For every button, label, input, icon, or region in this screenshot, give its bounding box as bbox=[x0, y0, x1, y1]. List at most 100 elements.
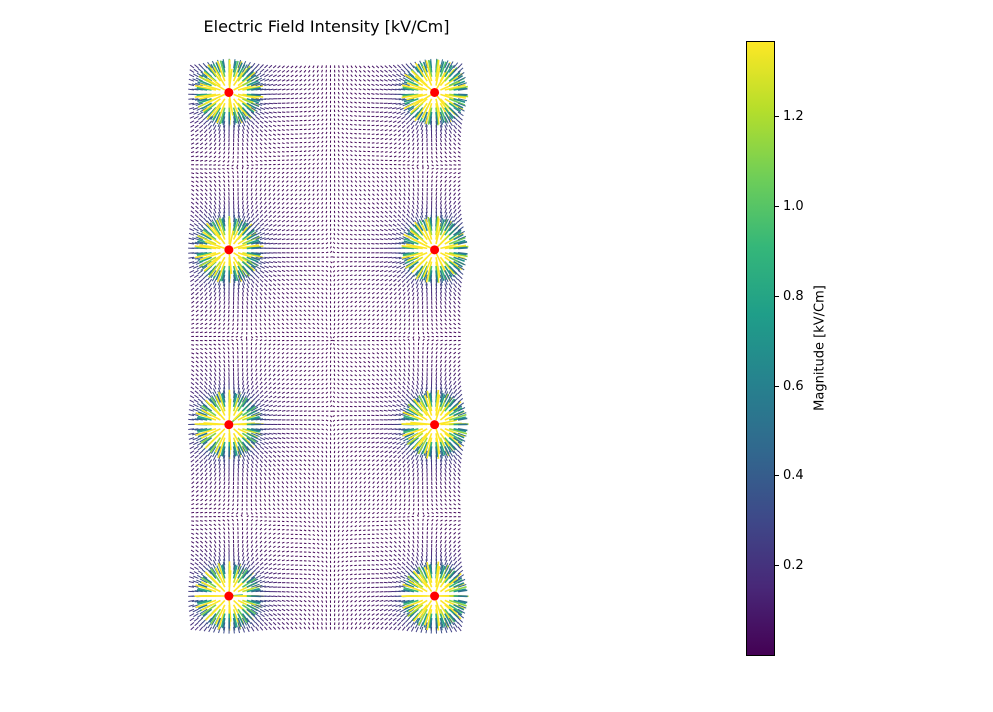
field-arrow bbox=[195, 322, 199, 325]
field-arrow bbox=[299, 352, 302, 355]
field-arrow bbox=[321, 529, 324, 533]
field-arrow bbox=[317, 265, 320, 268]
field-arrow bbox=[325, 292, 328, 295]
field-arrow bbox=[308, 365, 311, 368]
field-arrow bbox=[264, 115, 269, 119]
field-arrow bbox=[345, 305, 349, 308]
field-arrow bbox=[228, 142, 230, 147]
field-arrow bbox=[277, 193, 280, 196]
field-arrow bbox=[294, 287, 298, 290]
field-arrow bbox=[214, 305, 217, 309]
field-arrow bbox=[251, 252, 262, 255]
field-arrow bbox=[303, 383, 307, 386]
field-arrow bbox=[321, 153, 324, 157]
field-arrow bbox=[233, 626, 235, 634]
field-arrow bbox=[333, 224, 336, 227]
field-arrow bbox=[312, 202, 315, 205]
field-arrow bbox=[312, 318, 315, 321]
field-arrow bbox=[294, 369, 298, 373]
field-arrow bbox=[272, 536, 276, 540]
field-arrow bbox=[290, 387, 294, 390]
field-arrow bbox=[250, 454, 255, 460]
field-arrow bbox=[204, 133, 208, 138]
field-arrow bbox=[325, 91, 328, 95]
field-arrow bbox=[350, 503, 353, 506]
field-arrow bbox=[294, 309, 298, 312]
field-arrow bbox=[312, 175, 315, 179]
field-arrow bbox=[338, 472, 340, 476]
field-arrow bbox=[217, 507, 221, 510]
field-arrow bbox=[303, 392, 307, 395]
field-arrow bbox=[345, 215, 349, 218]
field-arrow bbox=[237, 218, 242, 227]
field-arrow bbox=[286, 604, 290, 607]
field-arrow bbox=[312, 551, 316, 554]
field-arrow bbox=[237, 468, 240, 473]
field-arrow bbox=[341, 360, 344, 364]
field-arrow bbox=[341, 560, 344, 563]
field-arrow bbox=[246, 477, 249, 481]
field-arrow bbox=[281, 369, 285, 372]
field-arrow bbox=[354, 344, 357, 346]
field-arrow bbox=[303, 265, 307, 268]
field-arrow bbox=[350, 167, 353, 170]
field-arrow bbox=[195, 313, 199, 317]
field-arrow bbox=[281, 437, 286, 440]
field-arrow bbox=[272, 503, 276, 506]
field-arrow bbox=[321, 626, 323, 630]
field-arrow bbox=[209, 498, 212, 502]
field-arrow bbox=[295, 344, 298, 346]
field-arrow bbox=[321, 441, 324, 445]
field-arrow bbox=[200, 441, 208, 448]
field-arrow bbox=[209, 327, 212, 330]
field-arrow bbox=[272, 459, 277, 463]
field-arrow bbox=[223, 368, 226, 372]
field-arrow bbox=[233, 116, 236, 125]
field-arrow bbox=[222, 347, 226, 350]
field-arrow bbox=[209, 531, 212, 535]
field-arrow bbox=[188, 265, 195, 269]
field-arrow bbox=[346, 498, 349, 502]
field-arrow bbox=[192, 73, 199, 78]
field-arrow bbox=[354, 437, 357, 440]
field-arrow bbox=[325, 613, 328, 617]
field-arrow bbox=[358, 74, 362, 78]
field-arrow bbox=[203, 454, 208, 460]
field-arrow bbox=[337, 127, 340, 130]
field-arrow bbox=[290, 604, 294, 607]
field-arrow bbox=[325, 109, 328, 113]
field-arrow bbox=[191, 180, 195, 183]
field-arrow bbox=[350, 617, 353, 621]
field-arrow bbox=[190, 296, 195, 300]
field-arrow bbox=[290, 463, 294, 467]
field-arrow bbox=[325, 184, 328, 187]
field-arrow bbox=[303, 184, 307, 188]
field-arrow bbox=[232, 527, 235, 531]
field-arrow bbox=[272, 228, 277, 232]
field-arrow bbox=[246, 404, 256, 412]
field-arrow bbox=[198, 454, 204, 460]
field-arrow bbox=[307, 507, 311, 511]
field-arrow bbox=[250, 565, 256, 570]
field-arrow bbox=[200, 540, 204, 544]
field-arrow bbox=[341, 318, 344, 321]
field-arrow bbox=[195, 137, 199, 141]
field-arrow bbox=[341, 274, 344, 277]
field-arrow bbox=[198, 256, 212, 264]
field-arrow bbox=[268, 261, 274, 264]
field-arrow bbox=[307, 626, 311, 630]
field-arrow bbox=[255, 331, 258, 335]
field-arrow bbox=[303, 582, 307, 585]
field-arrow bbox=[195, 327, 199, 329]
field-arrow bbox=[307, 494, 311, 498]
field-arrow bbox=[286, 309, 289, 313]
field-arrow bbox=[222, 120, 226, 128]
field-arrow bbox=[255, 347, 257, 350]
field-arrow bbox=[259, 604, 266, 608]
field-arrow bbox=[273, 88, 278, 91]
field-arrow bbox=[213, 498, 217, 502]
field-arrow bbox=[316, 494, 319, 498]
field-arrow bbox=[299, 494, 302, 498]
field-arrow bbox=[242, 93, 264, 98]
field-arrow bbox=[330, 256, 333, 258]
